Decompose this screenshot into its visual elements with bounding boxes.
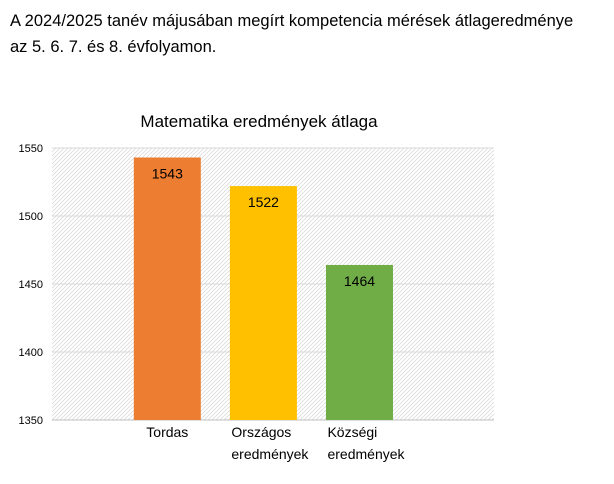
y-tick-label: 1500 [19, 211, 43, 223]
intro-line-2: az 5. 6. 7. és 8. évfolyamon. [10, 38, 217, 56]
data-label: 1543 [152, 166, 183, 182]
x-category-label: eredmények [231, 446, 309, 462]
data-labels: 1543 1522 1464 [152, 166, 376, 289]
intro-text: A 2024/2025 tanév májusában megírt kompe… [10, 8, 610, 60]
y-axis-ticks: 1550 1500 1450 1400 1350 [19, 143, 43, 427]
y-tick-label: 1400 [19, 347, 43, 359]
chart-title: Matematika eredmények átlaga [140, 112, 378, 131]
intro-line-1: A 2024/2025 tanév májusában megírt kompe… [10, 12, 574, 30]
data-label: 1522 [248, 194, 279, 210]
bar [133, 157, 201, 420]
x-category-label: Országos [231, 424, 291, 440]
x-category-label: Tordas [146, 424, 188, 440]
y-tick-label: 1450 [19, 279, 43, 291]
y-tick-label: 1350 [19, 415, 43, 427]
x-axis-categories: Tordas Országos eredmények Községi eredménye… [146, 424, 405, 462]
bar [325, 264, 393, 420]
bar [229, 186, 297, 420]
bars [133, 157, 393, 420]
x-category-label: eredmények [327, 446, 405, 462]
x-category-label: Községi [327, 424, 377, 440]
y-tick-label: 1550 [19, 143, 43, 155]
data-label: 1464 [344, 273, 375, 289]
